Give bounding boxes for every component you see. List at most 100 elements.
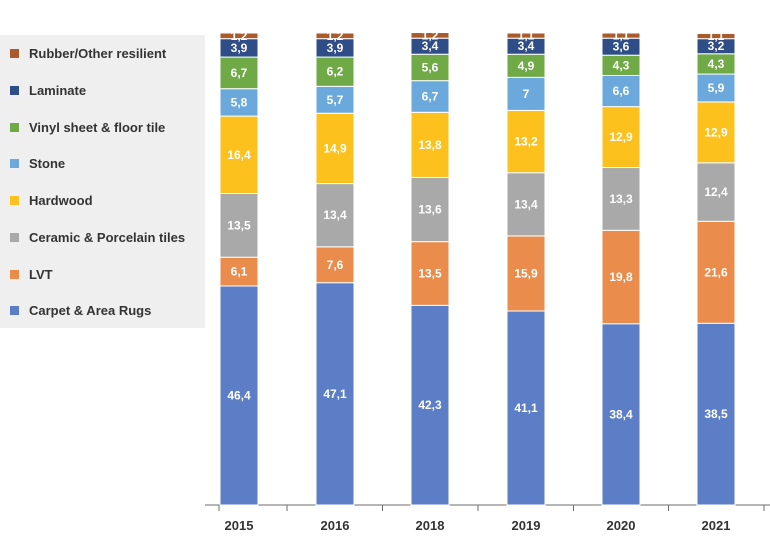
- x-tick-label: 2021: [702, 518, 731, 533]
- data-label: 5,6: [422, 60, 439, 74]
- legend-label: Ceramic & Porcelain tiles: [29, 229, 186, 245]
- data-label: 13,3: [609, 192, 633, 206]
- data-label: 38,5: [704, 407, 728, 421]
- bar-segment-carpet-and-area-rugs-2019: [506, 310, 546, 506]
- data-label: 1,1: [518, 29, 535, 43]
- data-label: 41,1: [514, 401, 538, 415]
- bar-segment-stone-2018: [410, 80, 450, 113]
- legend-label: Hardwood: [29, 192, 93, 208]
- data-label: 12,4: [704, 185, 728, 199]
- bar-segment-rubber-other-resilient-2019: [506, 32, 546, 39]
- bar-segment-stone-2020: [601, 74, 641, 108]
- data-label: 6,7: [231, 66, 248, 80]
- bar-segment-ceramic-and-porcelain-tiles-2016: [315, 183, 355, 248]
- data-label: 13,6: [418, 203, 442, 217]
- bar-segment-stone-2015: [219, 88, 259, 117]
- bar-segment-hardwood-2018: [410, 111, 450, 178]
- data-label: 13,5: [418, 266, 442, 280]
- data-label: 12,9: [609, 130, 633, 144]
- x-tick-label: 2019: [512, 518, 541, 533]
- legend-label: Vinyl sheet & floor tile: [29, 119, 166, 135]
- legend-swatch: [10, 122, 19, 132]
- legend-item-vinyl-sheet-and-floor-tile: Vinyl sheet & floor tile: [10, 119, 165, 135]
- data-label: 13,8: [418, 138, 442, 152]
- data-label: 21,6: [704, 265, 728, 279]
- bar-segment-ceramic-and-porcelain-tiles-2018: [410, 176, 450, 243]
- legend-swatch: [10, 232, 19, 242]
- bar-segment-ceramic-and-porcelain-tiles-2021: [696, 162, 736, 222]
- data-label: 42,3: [418, 398, 442, 412]
- data-label: 13,4: [514, 197, 538, 211]
- bar-segment-hardwood-2016: [315, 112, 355, 185]
- bar-segment-vinyl-sheet-and-floor-tile-2015: [219, 56, 259, 90]
- legend-swatch: [10, 48, 19, 58]
- bar-segment-rubber-other-resilient-2018: [410, 32, 450, 39]
- data-label: 6,2: [327, 65, 344, 79]
- data-label: 5,8: [231, 95, 248, 109]
- bar-segment-hardwood-2020: [601, 106, 641, 169]
- data-label: 3,9: [327, 41, 344, 55]
- data-label: 16,4: [227, 148, 251, 162]
- bar-segment-rubber-other-resilient-2020: [601, 32, 641, 39]
- data-label: 6,7: [422, 89, 439, 103]
- data-label: 3,4: [518, 39, 535, 53]
- bar-segment-hardwood-2019: [506, 109, 546, 174]
- legend-item-stone: Stone: [10, 155, 65, 171]
- legend-swatch: [10, 305, 19, 315]
- data-label: 4,3: [613, 58, 630, 72]
- data-label: 7: [523, 87, 530, 101]
- x-tick-label: 2016: [321, 518, 350, 533]
- bar-segment-hardwood-2015: [219, 115, 259, 194]
- data-label: 47,1: [323, 387, 347, 401]
- legend-swatch: [10, 85, 19, 95]
- bar-segment-lvt-2018: [410, 241, 450, 306]
- data-label: 13,5: [227, 218, 251, 232]
- data-label: 5,7: [327, 93, 344, 107]
- legend-label: Rubber/Other resilient: [29, 45, 167, 61]
- legend-item-carpet-and-area-rugs: Carpet & Area Rugs: [10, 302, 151, 318]
- bar-segment-carpet-and-area-rugs-2016: [315, 282, 355, 506]
- data-label: 7,6: [327, 258, 344, 272]
- bar-segment-lvt-2020: [601, 229, 641, 325]
- legend-swatch: [10, 158, 19, 168]
- data-label: 1,2: [422, 28, 439, 42]
- legend-swatch: [10, 269, 19, 279]
- legend-label: Stone: [29, 155, 66, 171]
- data-label: 5,9: [708, 81, 725, 95]
- bar-segment-carpet-and-area-rugs-2021: [696, 322, 736, 506]
- legend-item-hardwood: Hardwood: [10, 192, 93, 208]
- bar-segment-carpet-and-area-rugs-2015: [219, 285, 259, 506]
- x-tick-label: 2015: [225, 518, 254, 533]
- data-label: 13,2: [514, 135, 538, 149]
- legend-label: Carpet & Area Rugs: [29, 302, 152, 318]
- data-label: 46,4: [227, 388, 251, 402]
- data-label: 3,6: [613, 40, 630, 54]
- data-label: 13,4: [323, 208, 347, 222]
- data-label: 12,9: [704, 125, 728, 139]
- data-label: 1,1: [708, 29, 725, 43]
- data-label: 4,3: [708, 57, 725, 71]
- data-label: 1,2: [231, 29, 248, 43]
- legend-item-lvt: LVT: [10, 266, 53, 282]
- bar-segment-ceramic-and-porcelain-tiles-2015: [219, 192, 259, 258]
- data-label: 4,9: [518, 59, 535, 73]
- data-label: 3,9: [231, 41, 248, 55]
- bar-segment-rubber-other-resilient-2016: [315, 32, 355, 40]
- bar-segment-stone-2021: [696, 73, 736, 103]
- data-label: 6,1: [231, 265, 248, 279]
- data-label: 1,1: [613, 29, 630, 43]
- legend-item-ceramic-and-porcelain-tiles: Ceramic & Porcelain tiles: [10, 229, 185, 245]
- legend-swatch: [10, 195, 19, 205]
- bar-segment-lvt-2016: [315, 246, 355, 284]
- bar-segment-rubber-other-resilient-2021: [696, 32, 736, 40]
- legend-label: LVT: [29, 266, 53, 282]
- data-label: 3,2: [708, 39, 725, 53]
- data-label: 38,4: [609, 407, 633, 421]
- bar-segment-vinyl-sheet-and-floor-tile-2018: [410, 53, 450, 82]
- data-label: 1,2: [327, 29, 344, 43]
- data-label: 14,9: [323, 141, 347, 155]
- legend-item-rubber-other-resilient: Rubber/Other resilient: [10, 45, 166, 61]
- data-label: 6,6: [613, 84, 630, 98]
